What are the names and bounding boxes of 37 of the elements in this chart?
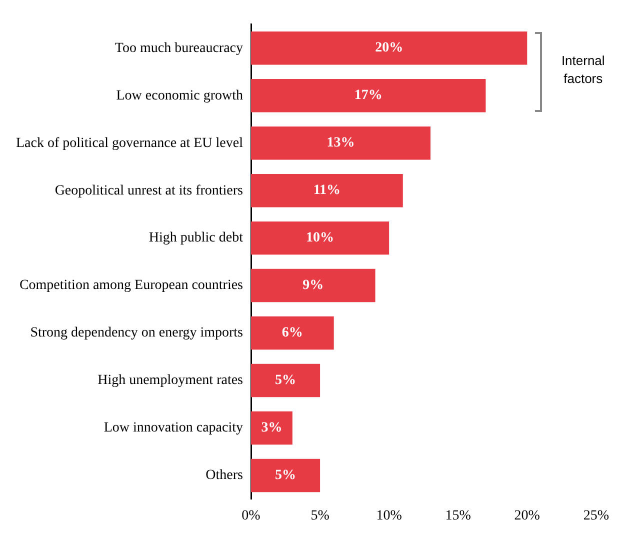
- y-tick-label: Too much bureaucracy: [114, 40, 244, 56]
- y-tick-label: Lack of political governance at EU level: [16, 136, 244, 151]
- y-tick-label: Others: [206, 468, 244, 484]
- data-label: 5%: [275, 373, 296, 388]
- data-label: 3%: [261, 420, 282, 436]
- bar: [251, 221, 390, 255]
- data-label: 20%: [375, 40, 404, 56]
- y-tick-label: High public debt: [148, 230, 244, 246]
- y-tick-label: Low economic growth: [116, 88, 244, 104]
- bar: [251, 316, 334, 350]
- data-label: 5%: [275, 468, 296, 484]
- bar: [251, 126, 430, 160]
- x-tick-label: 15%: [445, 508, 472, 524]
- data-label: 10%: [306, 230, 334, 246]
- bar: [251, 458, 320, 492]
- x-tick-label: 5%: [310, 508, 330, 524]
- bar: [251, 32, 528, 65]
- data-label: 6%: [282, 326, 303, 341]
- bar: [251, 79, 486, 112]
- annotation: Internal factors: [560, 52, 606, 88]
- bar: [251, 268, 376, 302]
- data-label: 9%: [302, 278, 324, 294]
- x-tick-label: 25%: [583, 508, 610, 524]
- x-tick-label: 20%: [514, 508, 540, 524]
- data-label: 11%: [313, 183, 341, 198]
- y-tick-label: High unemployment rates: [98, 373, 244, 388]
- x-tick-label: 0%: [242, 508, 261, 524]
- x-tick-label: 10%: [376, 508, 402, 524]
- bar: [251, 174, 403, 208]
- bar: [251, 411, 292, 445]
- y-tick-label: Geopolitical unrest at its frontiers: [54, 183, 244, 198]
- y-tick-label: Competition among European countries: [19, 278, 244, 294]
- bar: [251, 364, 320, 398]
- data-label: 17%: [354, 88, 382, 104]
- data-label: 13%: [326, 136, 355, 151]
- y-tick-label: Low innovation capacity: [104, 420, 244, 436]
- y-tick-label: Strong dependency on energy imports: [30, 326, 244, 341]
